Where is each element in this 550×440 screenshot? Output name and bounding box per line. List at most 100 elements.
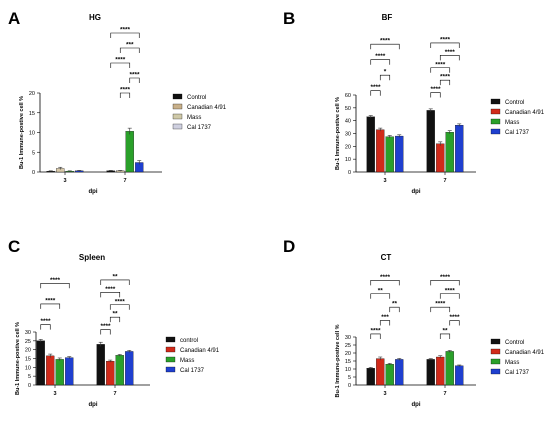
significance-bracket [40,282,70,289]
legend-swatch [490,118,501,125]
y-tick-label: 5 [32,150,35,156]
significance-label: **** [435,301,446,308]
significance-label: **** [375,53,386,60]
y-tick-label: 0 [348,170,351,176]
y-tick-label: 5 [28,374,31,380]
significance-label: **** [40,318,51,325]
significance-bracket [40,324,51,330]
x-tick-label: 7 [443,178,446,184]
bar [436,356,445,386]
y-tick-label: 0 [348,383,351,389]
bar [426,359,435,386]
bar [96,344,105,386]
bar [395,359,404,386]
legend-label: Control [505,340,524,346]
significance-label: **** [120,87,131,94]
y-tick-label: 25 [345,343,351,349]
significance-bracket [439,55,460,61]
y-axis-label: Bu-1 Immune-postive cell % [335,97,341,170]
x-axis-label: dpi [412,402,421,408]
y-tick-label: 10 [25,365,31,371]
significance-label: **** [449,314,460,321]
bar [395,135,404,173]
bar [125,351,134,386]
y-tick-label: 0 [32,170,35,176]
panel-a: A HG 0 5 10 15 20 Bu-1 Immune-postive cell % 3 7 d… [8,9,227,195]
y-tick-label: 30 [345,132,351,138]
y-tick-label: 0 [28,383,31,389]
legend-label: Cal 1737 [187,125,212,131]
bar [376,358,385,386]
y-axis-label: Bu-1 Immune-postive cell % [19,96,25,169]
significance-bracket [100,329,111,335]
y-tick-label: 50 [345,106,351,112]
legend-swatch [172,103,183,110]
significance-bracket [129,77,140,83]
bar [376,129,385,173]
legend-swatch [172,113,183,120]
significance-bracket [439,333,451,339]
bar [445,132,454,173]
y-tick-label: 20 [25,348,31,354]
legend-swatch [490,98,501,105]
x-tick-label: 7 [443,391,446,397]
bar [125,131,134,173]
significance-bracket [389,306,400,313]
y-tick-label: 60 [345,93,351,99]
bar [385,136,394,173]
significance-bracket [430,92,441,98]
significance-label: **** [45,297,56,304]
significance-label: ** [442,327,448,334]
x-tick-label: 3 [53,391,56,397]
panel-c: C Spleen 0 5 10 15 20 25 30 Bu-1 Immune-postive c… [8,237,220,408]
legend-label: Mass [187,115,201,121]
significance-label: **** [430,86,441,93]
legend-label: Control [505,100,524,106]
legend-swatch [490,368,501,375]
y-tick-label: 15 [345,359,351,365]
significance-bracket [119,47,140,53]
y-tick-label: 10 [345,367,351,373]
significance-label: **** [370,327,381,334]
significance-label: **** [129,72,140,79]
y-tick-label: 30 [25,330,31,336]
significance-label: * [384,69,387,76]
legend-label: Mass [505,360,519,366]
chart-title: CT [381,253,392,262]
bar [455,365,464,386]
y-tick-label: 15 [25,357,31,363]
significance-label: **** [445,49,456,56]
legend-label: Cal 1737 [505,130,530,136]
bar [366,116,375,173]
legend-label: Canadian 4/91 [187,105,227,111]
significance-label: **** [100,323,111,330]
significance-label: ** [112,273,118,280]
significance-bracket [379,320,391,326]
bar [445,351,454,386]
panel-b: B BF 0 10 20 30 40 50 60 Bu-1 Immune-postive cell… [283,9,545,195]
bar [55,359,64,386]
significance-bracket [370,59,391,65]
significance-bracket [430,67,451,73]
y-tick-label: 20 [345,351,351,357]
y-tick-label: 10 [29,131,35,137]
legend-swatch [165,356,176,363]
bar [115,355,124,386]
legend-label: Canadian 4/91 [505,110,545,116]
legend-swatch [490,108,501,115]
panel-letter: A [8,9,20,28]
legend-label: Canadian 4/91 [505,350,545,356]
significance-label: **** [115,298,126,305]
bar [385,364,394,386]
panel-letter: B [283,9,295,28]
panel-letter: D [283,237,295,256]
legend-label: Control [187,95,206,101]
legend-label: Cal 1737 [505,370,530,376]
legend-label: Canadian 4/91 [180,348,220,354]
significance-label: **** [50,277,61,284]
bar [436,143,445,173]
significance-bracket [40,303,61,309]
significance-label: **** [440,274,451,281]
significance-bracket [100,292,121,298]
significance-label: **** [440,36,451,43]
